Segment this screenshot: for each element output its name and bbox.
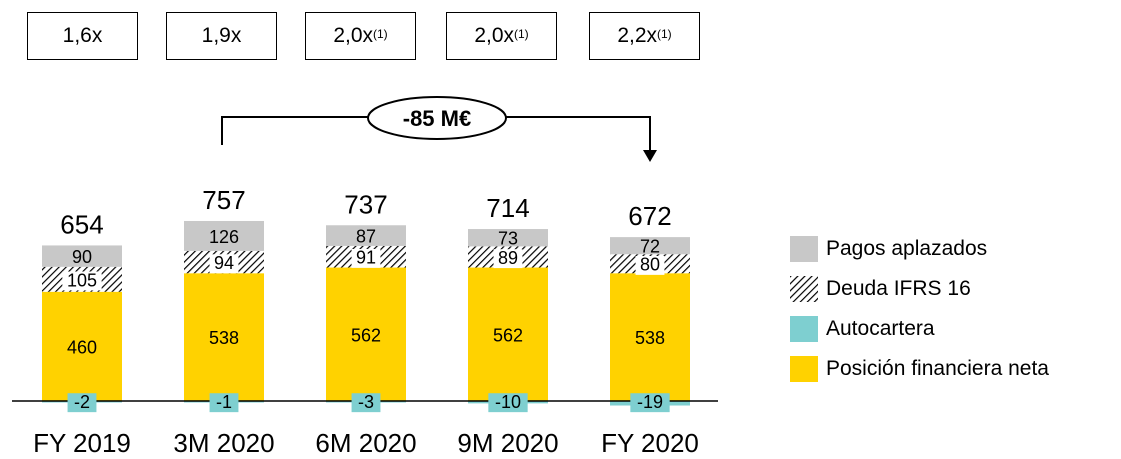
category-label: FY 2020 bbox=[601, 428, 699, 458]
label-total: 654 bbox=[60, 209, 103, 239]
ratio-value: 1,6x bbox=[62, 24, 103, 47]
change-callout: -85 M€ bbox=[221, 96, 657, 162]
leverage-ratio-box-2: 1,9x bbox=[166, 12, 277, 60]
label-pagos-aplazados: 90 bbox=[72, 247, 92, 267]
label-autocartera-bg bbox=[67, 393, 97, 413]
label-total: 757 bbox=[202, 185, 245, 215]
label-deuda-ifrs-16: 80 bbox=[640, 255, 660, 275]
legend-item-autocartera: Autocartera bbox=[790, 315, 935, 343]
label-autocartera: -1 bbox=[216, 392, 232, 412]
category-label: 9M 2020 bbox=[457, 428, 558, 458]
ratio-value: 2,2x bbox=[617, 24, 658, 47]
callout-ellipse bbox=[367, 96, 507, 140]
label-deuda-ifrs-16-bg bbox=[209, 254, 239, 274]
ratio-value: 2,0x bbox=[333, 24, 374, 47]
label-autocartera-bg bbox=[630, 393, 670, 413]
callout-bracket-right bbox=[502, 116, 651, 152]
label-posicion-financiera-neta: 562 bbox=[493, 325, 523, 345]
legend-label: Deuda IFRS 16 bbox=[826, 277, 971, 300]
legend-item-deuda-ifrs16: Deuda IFRS 16 bbox=[790, 275, 971, 303]
label-total: 714 bbox=[486, 193, 529, 223]
bar-pagos-aplazados bbox=[42, 245, 122, 267]
label-total: 737 bbox=[344, 189, 387, 219]
leverage-ratio-box-5: 2,2x (1) bbox=[589, 12, 700, 60]
legend-swatch-gray bbox=[790, 236, 818, 262]
ratio-note: (1) bbox=[373, 27, 388, 41]
bar-posicion-financiera-neta bbox=[610, 273, 690, 401]
label-pagos-aplazados: 87 bbox=[356, 227, 376, 247]
legend-swatch-teal bbox=[790, 316, 818, 342]
label-deuda-ifrs-16-bg bbox=[62, 271, 102, 291]
category-label: FY 2019 bbox=[33, 428, 131, 458]
leverage-ratio-box-1: 1,6x bbox=[27, 12, 138, 60]
legend-label: Autocartera bbox=[826, 317, 935, 340]
bar-pagos-aplazados bbox=[184, 220, 264, 251]
label-autocartera: -10 bbox=[495, 392, 521, 412]
bar-pagos-aplazados bbox=[326, 225, 406, 246]
label-posicion-financiera-neta: 562 bbox=[351, 325, 381, 345]
callout-text: -85 M€ bbox=[403, 106, 471, 131]
legend-swatch-yellow bbox=[790, 356, 818, 382]
ratio-value: 2,0x bbox=[474, 24, 515, 47]
legend-swatch-hatch bbox=[790, 276, 818, 302]
label-posicion-financiera-neta: 460 bbox=[67, 337, 97, 357]
label-posicion-financiera-neta: 538 bbox=[635, 328, 665, 348]
label-deuda-ifrs-16: 105 bbox=[67, 270, 97, 290]
bar-posicion-financiera-neta bbox=[42, 291, 122, 401]
label-autocartera: -2 bbox=[74, 392, 90, 412]
ratio-note: (1) bbox=[514, 27, 529, 41]
bar-posicion-financiera-neta bbox=[468, 267, 548, 401]
legend-item-posicion-financiera-neta: Posición financiera neta bbox=[790, 355, 1049, 383]
label-autocartera-bg bbox=[209, 393, 239, 413]
category-label: 6M 2020 bbox=[315, 428, 416, 458]
ratio-value: 1,9x bbox=[201, 24, 242, 47]
label-total: 672 bbox=[628, 201, 671, 231]
label-deuda-ifrs-16-bg bbox=[351, 248, 381, 268]
label-deuda-ifrs-16: 94 bbox=[214, 253, 234, 273]
label-pagos-aplazados: 126 bbox=[209, 227, 239, 247]
label-deuda-ifrs-16: 91 bbox=[356, 248, 376, 268]
leverage-ratio-box-3: 2,0x (1) bbox=[305, 12, 416, 60]
label-deuda-ifrs-16-bg bbox=[493, 249, 523, 269]
label-posicion-financiera-neta: 538 bbox=[209, 328, 239, 348]
legend-label: Posición financiera neta bbox=[826, 357, 1049, 380]
callout-arrowhead bbox=[643, 150, 657, 162]
ratio-note: (1) bbox=[657, 27, 672, 41]
label-autocartera: -3 bbox=[358, 392, 374, 412]
label-deuda-ifrs-16-bg bbox=[635, 255, 665, 275]
legend-label: Pagos aplazados bbox=[826, 237, 988, 260]
bar-posicion-financiera-neta bbox=[326, 267, 406, 401]
bar-posicion-financiera-neta bbox=[184, 273, 264, 401]
label-autocartera: -19 bbox=[637, 392, 663, 412]
label-autocartera-bg bbox=[351, 393, 381, 413]
bar-pagos-aplazados bbox=[610, 237, 690, 255]
label-pagos-aplazados: 73 bbox=[498, 229, 518, 249]
callout-bracket bbox=[221, 116, 372, 145]
category-label: 3M 2020 bbox=[173, 428, 274, 458]
legend-item-pagos-aplazados: Pagos aplazados bbox=[790, 235, 987, 263]
bar-pagos-aplazados bbox=[468, 229, 548, 247]
label-pagos-aplazados: 72 bbox=[640, 237, 660, 257]
label-autocartera-bg bbox=[488, 393, 528, 413]
leverage-ratio-box-4: 2,0x (1) bbox=[446, 12, 557, 60]
label-deuda-ifrs-16: 89 bbox=[498, 248, 518, 268]
